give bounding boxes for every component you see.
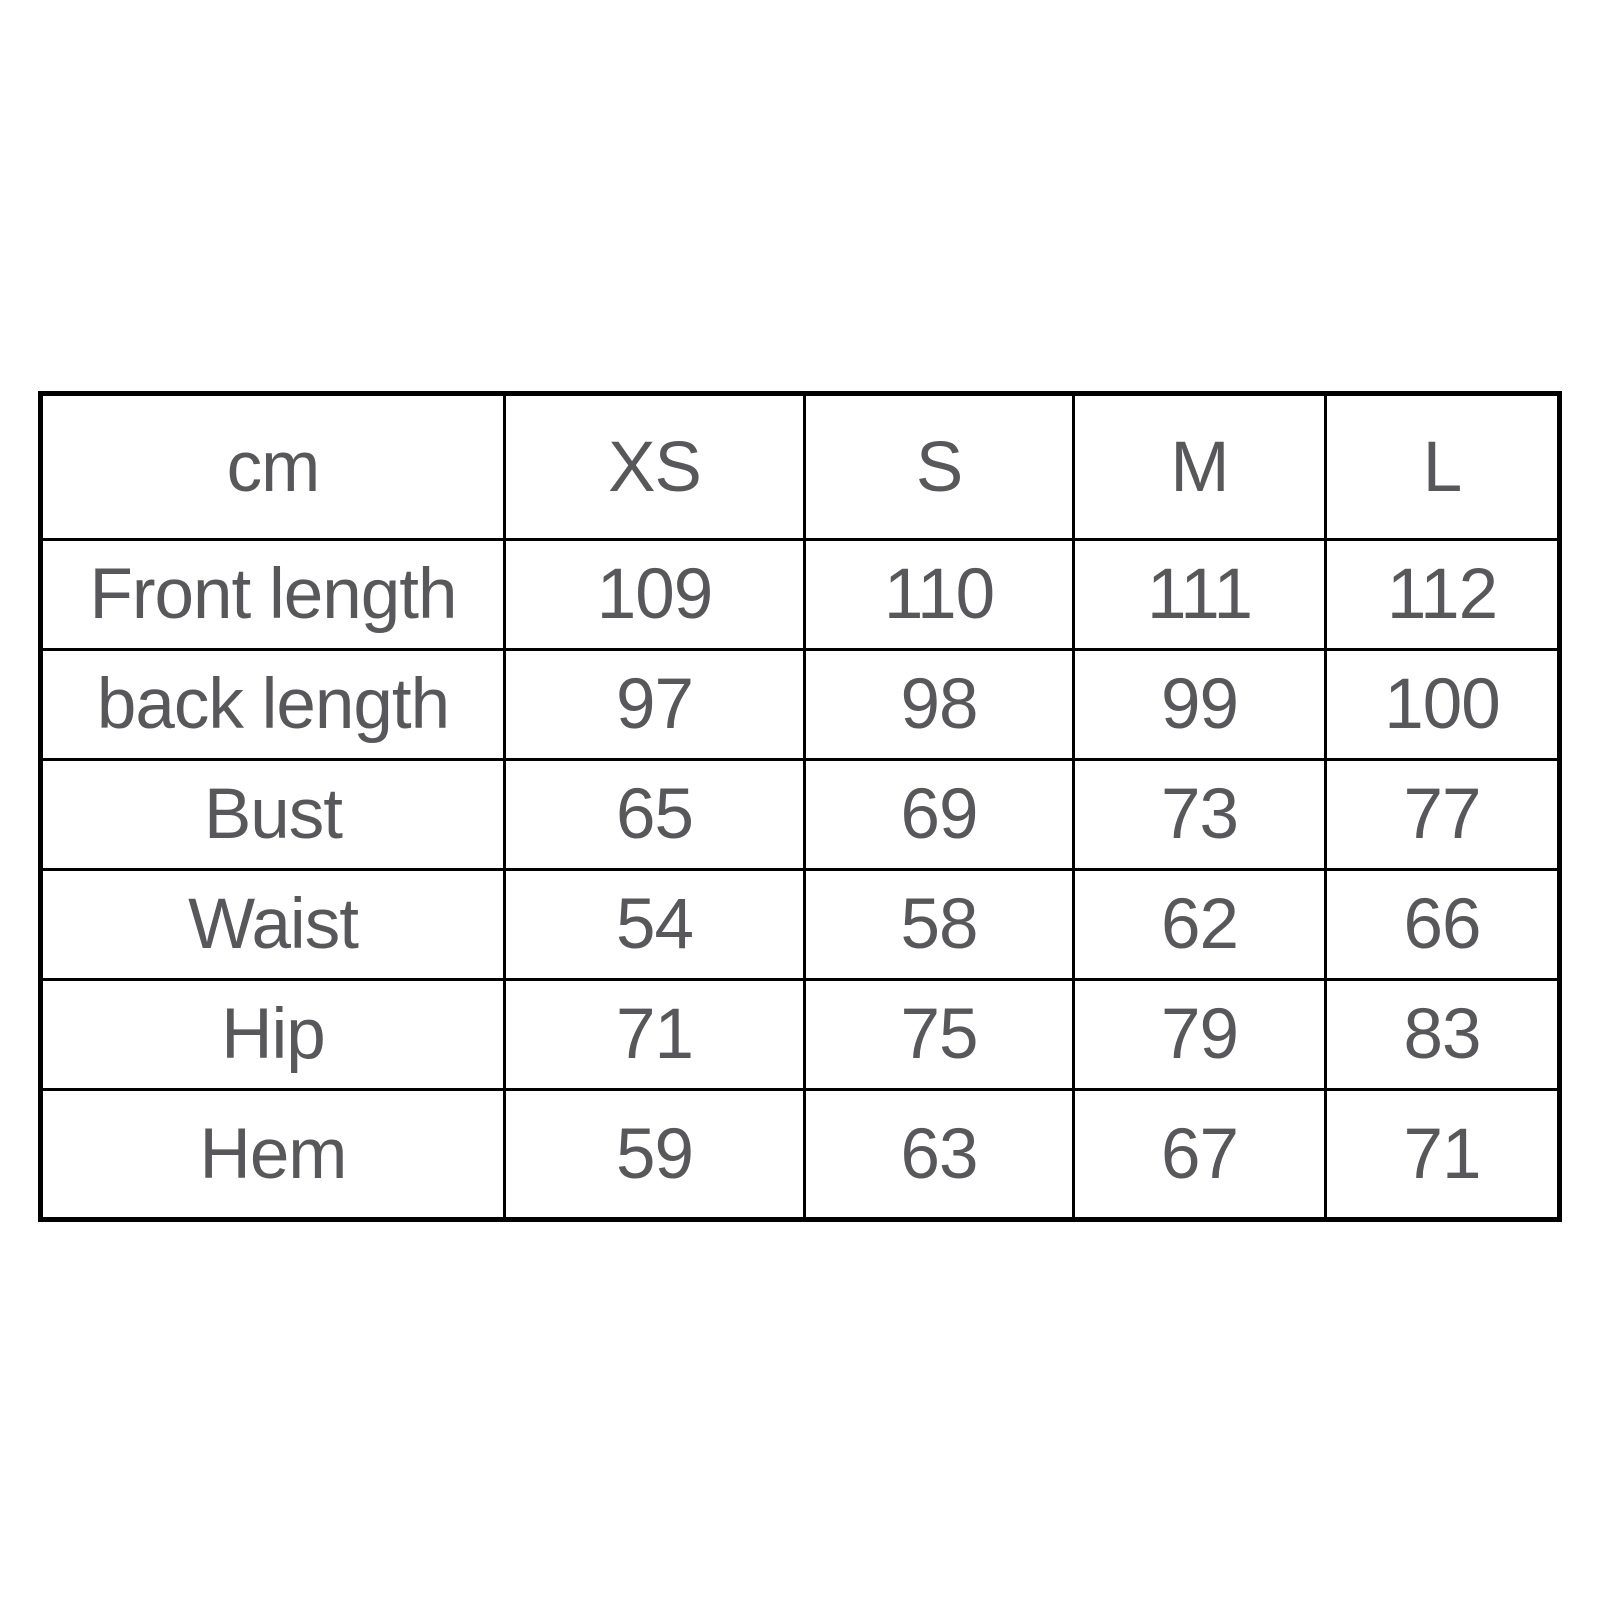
table-row-hip: Hip 71 75 79 83 (39, 978, 1561, 1091)
header-cell-s: S (803, 392, 1075, 541)
value-cell: 73 (1072, 758, 1327, 871)
size-chart-table: cm XS S M L Front length 109 110 111 112… (38, 391, 1562, 1222)
unit-header-cell: cm (39, 392, 506, 541)
value-cell: 71 (1324, 1088, 1561, 1221)
value-cell: 54 (503, 868, 806, 981)
row-label-cell: back length (39, 648, 506, 761)
header-row: cm XS S M L (39, 392, 1561, 541)
header-cell-xs: XS (503, 392, 806, 541)
table-row-bust: Bust 65 69 73 77 (39, 758, 1561, 871)
value-cell: 71 (503, 978, 806, 1091)
value-cell: 110 (803, 538, 1075, 651)
value-cell: 112 (1324, 538, 1561, 651)
table-row-hem: Hem 59 63 67 71 (39, 1088, 1561, 1221)
value-cell: 62 (1072, 868, 1327, 981)
value-cell: 66 (1324, 868, 1561, 981)
row-label-cell: Bust (39, 758, 506, 871)
value-cell: 65 (503, 758, 806, 871)
row-label-cell: Front length (39, 538, 506, 651)
value-cell: 83 (1324, 978, 1561, 1091)
table-row-back-length: back length 97 98 99 100 (39, 648, 1561, 761)
value-cell: 75 (803, 978, 1075, 1091)
value-cell: 97 (503, 648, 806, 761)
value-cell: 59 (503, 1088, 806, 1221)
table-row-waist: Waist 54 58 62 66 (39, 868, 1561, 981)
value-cell: 63 (803, 1088, 1075, 1221)
value-cell: 100 (1324, 648, 1561, 761)
value-cell: 98 (803, 648, 1075, 761)
header-cell-l: L (1324, 392, 1561, 541)
row-label-cell: Hip (39, 978, 506, 1091)
row-label-cell: Waist (39, 868, 506, 981)
value-cell: 99 (1072, 648, 1327, 761)
value-cell: 111 (1072, 538, 1327, 651)
header-cell-m: M (1072, 392, 1327, 541)
value-cell: 69 (803, 758, 1075, 871)
value-cell: 79 (1072, 978, 1327, 1091)
table-row-front-length: Front length 109 110 111 112 (39, 538, 1561, 651)
value-cell: 67 (1072, 1088, 1327, 1221)
value-cell: 109 (503, 538, 806, 651)
value-cell: 58 (803, 868, 1075, 981)
row-label-cell: Hem (39, 1088, 506, 1221)
value-cell: 77 (1324, 758, 1561, 871)
